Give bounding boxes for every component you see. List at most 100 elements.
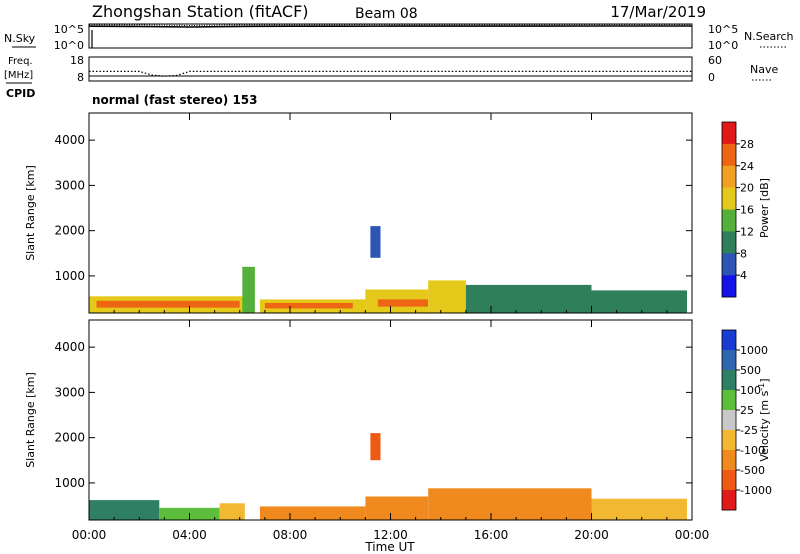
velocity-ytick-label: 1000 [54,476,85,490]
power-panel-frame [88,112,693,314]
power-ytick-label: 4000 [54,133,85,147]
velocity-colorbar-label-sup: -1 [757,383,766,391]
power-colorbar-tick-label: 20 [740,182,754,195]
x-tick-label: 00:00 [675,528,710,542]
velocity-colorbar-tick-label: 100 [740,384,761,397]
velocity-data-layer [89,433,687,520]
freq-right-label: Nave [750,63,778,76]
power-region [465,284,592,313]
freq-left-tick-bottom: 8 [77,71,84,84]
velocity-colorbar-tick-label: -500 [740,464,765,477]
power-data-layer [89,226,687,313]
noise-left-tick-bottom: 10^0 [54,39,84,52]
velocity-colorbar-tick-label: -100 [740,444,765,457]
velocity-colorbar-segment [722,450,736,471]
noise-right-tick-top: 10^5 [708,23,738,36]
velocity-colorbar-label-main: Velocity [m s [758,390,771,461]
velocity-colorbar-segment [722,390,736,411]
power-colorbar-tick-label: 28 [740,138,754,151]
velocity-region [591,498,687,520]
noise-sky-series [88,25,692,28]
velocity-axis: 1000 2000 3000 4000 [54,320,693,520]
freq-left-label-1: Freq. [8,56,33,67]
velocity-colorbar-tick-label: 1000 [740,344,768,357]
velocity-colorbar-segment [722,370,736,391]
velocity-region [365,496,429,520]
velocity-colorbar-segment [722,330,736,351]
power-colorbar-segment [722,165,736,188]
power-ytick-label: 1000 [54,269,85,283]
date-label: 17/Mar/2019 [610,3,706,21]
power-ytick-label: 3000 [54,178,85,192]
x-tick-label: 08:00 [273,528,308,542]
freq-panel-frame [88,56,693,82]
velocity-colorbar-tick-label: 25 [740,404,754,417]
velocity-colorbar-segment [722,470,736,491]
power-region [242,266,255,313]
velocity-region [428,488,592,520]
velocity-ytick-label: 2000 [54,431,85,445]
freq-right-tick-top: 60 [708,54,722,67]
velocity-colorbar-label: Velocity [m s-1] [757,378,771,461]
velocity-panel-frame [88,319,693,521]
power-region [370,226,381,258]
x-tick-labels: 00:00 04:00 08:00 12:00 16:00 20:00 00:00 [72,528,710,542]
velocity-ytick-label: 4000 [54,340,85,354]
power-colorbar-segment [722,231,736,254]
velocity-colorbar-segment [722,430,736,451]
power-colorbar-segment [722,143,736,167]
x-tick-label: 04:00 [172,528,207,542]
station-title: Zhongshan Station (fitACF) [92,2,309,21]
freq-left-label-2: [MHz] [4,70,33,81]
x-tick-label: 20:00 [574,528,609,542]
velocity-colorbar-segment [722,350,736,371]
power-colorbar-tick-label: 8 [740,247,747,260]
velocity-colorbar-label-end: ] [758,378,771,382]
cpid-label: CPID [6,87,35,100]
velocity-ylabel: Slant Range [km] [24,372,37,468]
velocity-colorbar-tick-label: 500 [740,364,761,377]
power-region [377,299,429,307]
velocity-region [370,433,381,461]
velocity-colorbar-frame [721,329,737,511]
noise-left-tick-top: 10^5 [54,23,84,36]
x-tick-label: 16:00 [474,528,509,542]
power-colorbar-segment [722,187,736,210]
noise-search-series [88,24,692,27]
power-colorbar: 4 8 12 16 20 24 28 [721,121,754,298]
velocity-region [259,506,366,520]
noise-panel-frame [88,23,693,49]
power-ylabel: Slant Range [km] [24,165,37,261]
velocity-colorbar-segment [722,490,736,511]
x-tick-label: 00:00 [72,528,107,542]
power-colorbar-tick-label: 4 [740,269,747,282]
velocity-region [219,503,245,520]
noise-left-label: N.Sky [4,32,36,45]
power-ytick-label: 2000 [54,224,85,238]
velocity-colorbar-tick-label: -1000 [740,484,772,497]
mode-text: normal (fast stereo) 153 [92,93,258,107]
beam-label: Beam 08 [355,6,418,22]
power-colorbar-segment [722,122,736,145]
x-axis-label: Time UT [364,540,415,554]
noise-right-label: N.Search [744,30,794,43]
power-colorbar-label: Power [dB] [758,178,771,238]
freq-left-tick-top: 18 [70,54,84,67]
power-colorbar-tick-label: 16 [740,204,754,217]
power-colorbar-segment [722,275,736,298]
velocity-colorbar: 1000 500 100 25 -25 -100 -500 -1000 [721,329,772,511]
nave-series [89,70,692,77]
velocity-ytick-label: 3000 [54,385,85,399]
power-colorbar-tick-label: 24 [740,160,754,173]
velocity-region [89,500,160,520]
power-region [591,290,687,313]
power-colorbar-tick-label: 12 [740,225,754,238]
power-axis: 1000 2000 3000 4000 [54,113,693,313]
velocity-colorbar-segment [722,410,736,431]
power-colorbar-segment [722,253,736,276]
power-region [264,303,353,309]
x-tick-label: 12:00 [373,528,408,542]
velocity-colorbar-tick-label: -25 [740,424,758,437]
power-region [96,300,240,308]
